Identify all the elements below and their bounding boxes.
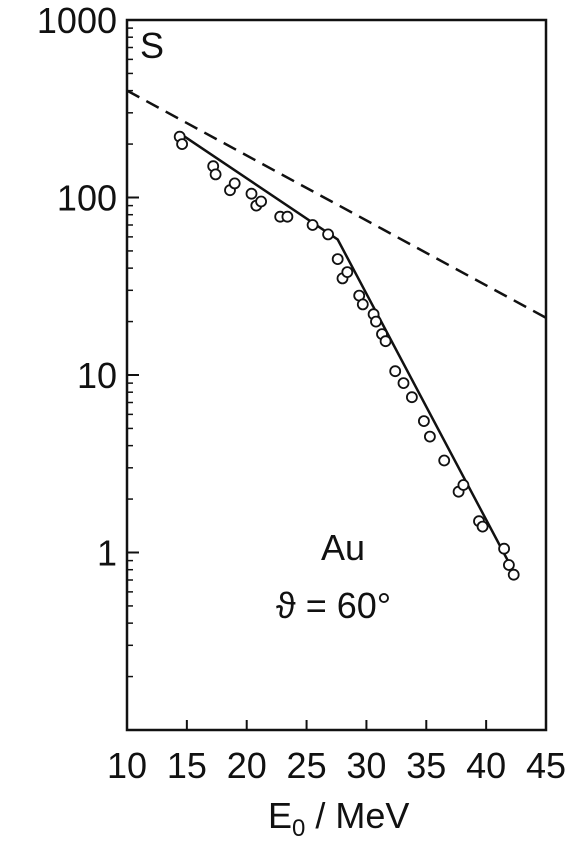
data-point: [457, 479, 470, 491]
x-tick-label: 25: [287, 745, 327, 786]
x-tick-label: 35: [406, 745, 446, 786]
x-axis: 10 15 20 25 30 35 40 45: [107, 720, 566, 786]
annotation-element: Au: [321, 527, 365, 568]
annotation-angle: ϑ = 60°: [276, 585, 391, 626]
x-tick-label: 15: [167, 745, 207, 786]
data-point: [417, 415, 430, 428]
x-tick-label: 45: [526, 745, 566, 786]
data-point: [498, 542, 511, 555]
data-point: [341, 266, 354, 279]
y-tick-label: 10: [77, 355, 117, 396]
data-point: [255, 195, 268, 208]
corner-label: S: [140, 25, 164, 66]
y-tick-label: 100: [57, 178, 117, 219]
data-point: [306, 219, 319, 231]
data-point: [389, 365, 402, 378]
data-point: [356, 298, 369, 311]
data-point: [397, 377, 410, 390]
data-point: [438, 454, 451, 467]
plot-area: [126, 89, 547, 581]
dashed-fit-line: [126, 89, 547, 319]
data-point: [331, 253, 344, 266]
x-axis-title-subscript: 0: [292, 815, 305, 842]
y-tick-label: 1: [97, 533, 117, 574]
data-point: [176, 138, 189, 151]
x-tick-label: 20: [227, 745, 267, 786]
data-point: [322, 228, 335, 241]
data-point: [209, 168, 222, 181]
x-tick-label: 30: [346, 745, 386, 786]
y-axis: 1 10 100 1000: [37, 0, 139, 678]
x-axis-title: E0 / MeV: [268, 795, 409, 842]
data-point: [405, 391, 418, 404]
data-point: [476, 520, 489, 533]
data-point: [228, 177, 241, 190]
x-axis-title-unit: / MeV: [305, 795, 409, 836]
x-tick-label: 10: [107, 745, 147, 786]
x-tick-label: 40: [466, 745, 506, 786]
y-tick-label: 1000: [37, 0, 117, 41]
data-point: [370, 315, 382, 328]
data-point: [245, 187, 258, 200]
data-point: [502, 559, 515, 571]
x-axis-title-main: E: [268, 795, 292, 836]
data-point: [379, 335, 392, 348]
solid-fit-line: [179, 132, 515, 573]
data-point: [507, 568, 520, 581]
data-point: [423, 430, 436, 443]
data-point: [281, 210, 294, 223]
